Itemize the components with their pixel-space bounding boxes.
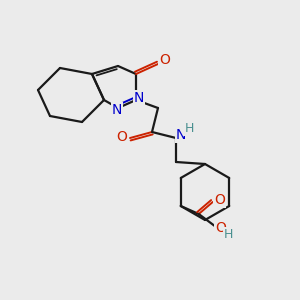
Text: O: O: [215, 221, 226, 235]
Text: H: H: [184, 122, 194, 134]
Text: H: H: [224, 227, 233, 241]
Text: O: O: [117, 130, 128, 144]
Text: O: O: [214, 193, 225, 207]
Text: N: N: [176, 128, 186, 142]
Text: N: N: [134, 91, 144, 105]
Text: O: O: [160, 53, 170, 67]
Text: N: N: [112, 103, 122, 117]
